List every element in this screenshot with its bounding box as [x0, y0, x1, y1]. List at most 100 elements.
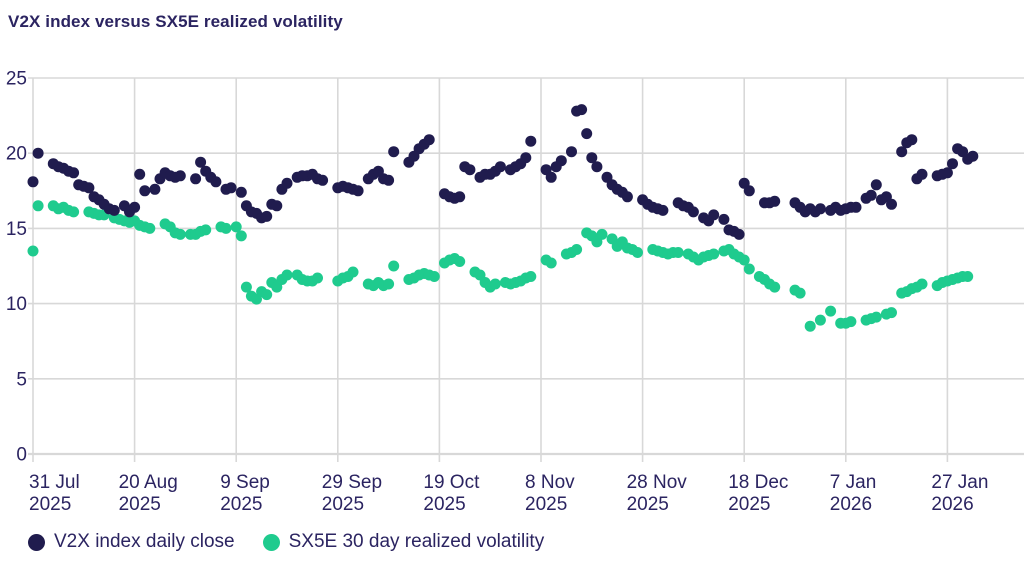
point-sx5e [962, 271, 974, 282]
x-tick-label-year: 2025 [322, 494, 364, 515]
x-tick-label: 7 Jan [830, 472, 876, 493]
legend-label-sx5e: SX5E 30 day realized volatility [288, 531, 545, 552]
point-sx5e [312, 272, 323, 284]
point-v2x [545, 171, 557, 183]
point-v2x [947, 158, 958, 170]
point-sx5e [261, 289, 273, 301]
x-tick-label-year: 2025 [728, 494, 770, 515]
v2x-series-swatch-icon [28, 533, 45, 551]
point-v2x [520, 152, 532, 164]
point-v2x [657, 204, 669, 216]
point-sx5e [174, 228, 186, 240]
x-tick-label: 9 Sep [220, 472, 270, 493]
point-v2x [454, 191, 466, 203]
point-v2x [865, 189, 877, 201]
point-v2x [129, 201, 141, 213]
point-v2x [886, 198, 897, 210]
point-sx5e [383, 278, 395, 290]
point-v2x [896, 146, 908, 158]
x-tick-label-year: 2025 [29, 494, 71, 515]
point-sx5e [743, 263, 755, 275]
x-tick-label: 29 Sep [322, 472, 382, 493]
point-sx5e [794, 287, 806, 299]
x-tick-label-year: 2025 [119, 494, 161, 515]
point-sx5e [230, 221, 242, 233]
point-sx5e [738, 254, 750, 266]
point-sx5e [916, 278, 928, 290]
x-tick-label-year: 2026 [931, 494, 973, 515]
x-tick-label: 19 Oct [423, 472, 480, 493]
point-sx5e [144, 222, 156, 234]
point-v2x [317, 174, 329, 186]
point-v2x [967, 150, 979, 162]
point-v2x [743, 185, 755, 197]
gridlines [28, 77, 1024, 462]
x-tick-label-year: 2025 [423, 494, 465, 515]
point-sx5e [804, 320, 816, 332]
y-tick-label: 15 [6, 219, 27, 240]
legend-label-v2x: V2X index daily close [54, 531, 235, 552]
point-v2x [68, 167, 80, 179]
point-sx5e [27, 245, 39, 257]
point-v2x [576, 104, 588, 116]
point-sx5e [825, 305, 837, 317]
point-sx5e [220, 222, 232, 234]
point-v2x [149, 183, 161, 195]
point-v2x [464, 164, 476, 176]
point-v2x [271, 200, 283, 212]
point-v2x [139, 185, 151, 197]
point-v2x [733, 228, 745, 240]
point-v2x [235, 186, 247, 198]
y-tick-label: 10 [6, 294, 27, 315]
x-tick-label-year: 2025 [627, 494, 669, 515]
point-v2x [870, 179, 882, 191]
point-v2x [190, 173, 202, 185]
point-sx5e [886, 307, 897, 319]
point-v2x [281, 177, 293, 189]
x-tick-label: 31 Jul [29, 472, 80, 493]
y-tick-label: 0 [16, 445, 27, 466]
point-sx5e [672, 247, 684, 258]
point-v2x [591, 161, 603, 173]
point-sx5e [632, 247, 643, 258]
point-v2x [566, 146, 577, 158]
point-sx5e [596, 228, 608, 240]
chart-title: V2X index versus SX5E realized volatilit… [8, 12, 343, 31]
point-v2x [769, 195, 781, 207]
point-v2x [261, 210, 273, 222]
legend-item-sx5e: SX5E 30 day realized volatility [262, 531, 545, 553]
point-sx5e [814, 314, 826, 326]
point-sx5e [281, 269, 293, 281]
legend: V2X index daily close SX5E 30 day realiz… [28, 531, 544, 553]
point-v2x [621, 191, 633, 203]
y-tick-label: 25 [6, 69, 27, 90]
point-v2x [210, 176, 222, 188]
point-v2x [814, 203, 826, 215]
point-sx5e [708, 248, 720, 260]
point-sx5e [870, 311, 882, 323]
point-sx5e [545, 257, 557, 269]
point-v2x [494, 161, 506, 173]
x-tick-label-year: 2025 [220, 494, 262, 515]
point-v2x [850, 201, 862, 213]
point-v2x [423, 134, 435, 146]
point-sx5e [489, 278, 501, 290]
point-v2x [134, 168, 146, 180]
point-v2x [108, 204, 120, 216]
point-sx5e [769, 281, 781, 293]
point-v2x [195, 156, 207, 168]
x-tick-label: 18 Dec [728, 472, 788, 493]
point-v2x [83, 182, 95, 194]
y-tick-label: 20 [6, 144, 27, 165]
y-axis-labels: 0 5 10 15 20 25 [6, 69, 27, 466]
point-sx5e [68, 206, 80, 218]
point-v2x [708, 209, 720, 221]
point-sx5e [388, 260, 400, 272]
point-v2x [388, 146, 400, 158]
x-tick-label-year: 2025 [525, 494, 567, 515]
point-sx5e [845, 316, 857, 328]
point-v2x [581, 128, 593, 140]
point-v2x [586, 152, 598, 164]
